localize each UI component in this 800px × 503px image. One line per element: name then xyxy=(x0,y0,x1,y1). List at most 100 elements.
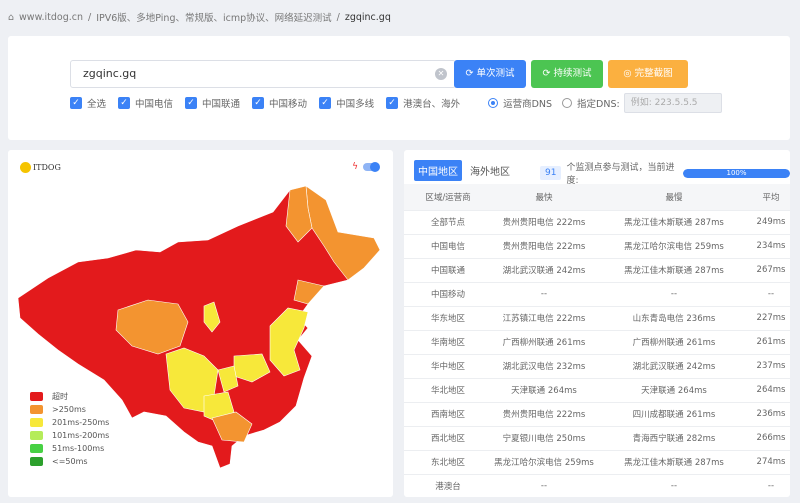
checkbox-mobile[interactable]: ✓ 中国移动 xyxy=(252,96,307,110)
dns-input[interactable]: 例如: 223.5.5.5 xyxy=(623,93,722,113)
progress-bar: 100% xyxy=(683,168,790,178)
progress-label: 个监测点参与测试，当前进度: xyxy=(566,163,675,186)
map-region-ningxia xyxy=(203,301,221,333)
checkbox-telecom[interactable]: ✓ 中国电信 xyxy=(118,96,173,110)
screenshot-button[interactable]: ◎ 完整截图 xyxy=(608,60,688,88)
table-row: 东北地区 黑龙江哈尔滨电信 259ms 黑龙江佳木斯联通 287ms 274ms xyxy=(404,449,790,474)
table-cell: -- xyxy=(492,281,596,306)
radio-operator-dns[interactable]: 运营商DNS xyxy=(488,96,552,110)
map-region-guangxi xyxy=(211,411,253,443)
legend-item: >250ms xyxy=(30,403,109,416)
legend-item: <=50ms xyxy=(30,455,109,468)
table-cell: 港澳台 xyxy=(404,473,492,498)
column-header: 最快 xyxy=(492,184,596,210)
breadcrumb-section[interactable]: IPV6版、多地Ping、常规版、icmp协议、网络延迟测试 xyxy=(96,13,332,24)
table-cell: 贵州贵阳电信 222ms xyxy=(492,233,596,258)
table-cell: 236ms xyxy=(752,401,790,426)
table-cell: -- xyxy=(596,281,752,306)
table-cell: 黑龙江佳木斯联通 287ms xyxy=(596,449,752,474)
table-row: 中国移动 -- -- -- xyxy=(404,281,790,306)
table-cell: 中国联通 xyxy=(404,257,492,282)
table-cell: 华东地区 xyxy=(404,305,492,330)
table-row: 华南地区 广西柳州联通 261ms 广西柳州联通 261ms 261ms xyxy=(404,329,790,354)
checkbox-multiline[interactable]: ✓ 中国多线 xyxy=(319,96,374,110)
table-cell: 华南地区 xyxy=(404,329,492,354)
table-cell: 西南地区 xyxy=(404,401,492,426)
checkbox-overseas[interactable]: ✓ 港澳台、海外 xyxy=(386,96,460,110)
china-map xyxy=(17,185,381,469)
table-cell: 234ms xyxy=(752,233,790,258)
table-cell: 天津联通 264ms xyxy=(492,377,596,402)
table-cell: 267ms xyxy=(752,257,790,282)
lightning-icon: ϟ xyxy=(352,162,358,172)
table-cell: 266ms xyxy=(752,425,790,450)
table-row: 西北地区 宁夏银川电信 250ms 青海西宁联通 282ms 266ms xyxy=(404,425,790,450)
column-header: 最慢 xyxy=(596,184,752,210)
table-cell: 江苏镇江电信 222ms xyxy=(492,305,596,330)
column-header: 区域/运营商 xyxy=(404,184,492,210)
table-cell: 广西柳州联通 261ms xyxy=(596,329,752,354)
table-cell: 贵州贵阳电信 222ms xyxy=(492,209,596,234)
table-cell: 黑龙江哈尔滨电信 259ms xyxy=(492,449,596,474)
table-row: 华东地区 江苏镇江电信 222ms 山东青岛电信 236ms 227ms xyxy=(404,305,790,330)
checkbox-all[interactable]: ✓ 全选 xyxy=(70,96,106,110)
legend-item: 超时 xyxy=(30,390,109,403)
map-toggle[interactable]: ϟ xyxy=(352,162,380,172)
table-cell: 湖北武汉联通 242ms xyxy=(596,353,752,378)
radio-custom-dns[interactable]: 指定DNS: xyxy=(562,96,620,110)
table-cell: 湖北武汉联通 242ms xyxy=(492,257,596,282)
table-cell: 东北地区 xyxy=(404,449,492,474)
breadcrumb: ⌂ www.itdog.cn / IPV6版、多地Ping、常规版、icmp协议、… xyxy=(8,11,391,25)
table-cell: 西北地区 xyxy=(404,425,492,450)
table-cell: -- xyxy=(752,473,790,498)
table-row: 港澳台 -- -- -- xyxy=(404,473,790,498)
table-row: 中国联通 湖北武汉联通 242ms 黑龙江佳木斯联通 287ms 267ms xyxy=(404,257,790,282)
table-row: 西南地区 贵州贵阳电信 222ms 四川成都联通 261ms 236ms xyxy=(404,401,790,426)
table-cell: 264ms xyxy=(752,377,790,402)
table-cell: 黑龙江佳木斯联通 287ms xyxy=(596,209,752,234)
tab-overseas[interactable]: 海外地区 xyxy=(470,167,510,178)
table-row: 华北地区 天津联通 264ms 天津联通 264ms 264ms xyxy=(404,377,790,402)
table-cell: 四川成都联通 261ms xyxy=(596,401,752,426)
table-cell: 广西柳州联通 261ms xyxy=(492,329,596,354)
filter-checkboxes: ✓ 全选 ✓ 中国电信 ✓ 中国联通 ✓ 中国移动 ✓ 中国多线 ✓ 港澳台、海外 运营商D… xyxy=(70,93,722,113)
table-cell: 中国移动 xyxy=(404,281,492,306)
map-region-east xyxy=(269,307,309,377)
table-cell: -- xyxy=(752,281,790,306)
continuous-test-button[interactable]: ⟳ 持续测试 xyxy=(531,60,603,88)
table-cell: 华北地区 xyxy=(404,377,492,402)
table-cell: 青海西宁联通 282ms xyxy=(596,425,752,450)
table-cell: 249ms xyxy=(752,209,790,234)
breadcrumb-home[interactable]: www.itdog.cn xyxy=(19,11,83,23)
map-panel: ITDOG ϟ 超时 >250ms 201ms-250ms 101ms-200m… xyxy=(8,150,393,497)
tab-china[interactable]: 中国地区 xyxy=(414,160,462,181)
table-cell: 274ms xyxy=(752,449,790,474)
map-region-qinghai xyxy=(115,299,189,355)
table-cell: 中国电信 xyxy=(404,233,492,258)
legend-item: 51ms-100ms xyxy=(30,442,109,455)
table-cell: 宁夏银川电信 250ms xyxy=(492,425,596,450)
map-region-innermongolia-n xyxy=(285,185,313,243)
table-cell: 天津联通 264ms xyxy=(596,377,752,402)
table-cell: 237ms xyxy=(752,353,790,378)
legend-item: 201ms-250ms xyxy=(30,416,109,429)
legend-item: 101ms-200ms xyxy=(30,429,109,442)
map-region-chongqing xyxy=(217,365,239,393)
table-cell: 全部节点 xyxy=(404,209,492,234)
single-test-button[interactable]: ⟳ 单次测试 xyxy=(454,60,526,88)
table-cell: -- xyxy=(492,473,596,498)
domain-input-value: zgqinc.gq xyxy=(83,67,137,80)
domain-input[interactable]: zgqinc.gq ✕ xyxy=(70,60,456,88)
table-cell: 黑龙江佳木斯联通 287ms xyxy=(596,257,752,282)
checkbox-unicom[interactable]: ✓ 中国联通 xyxy=(185,96,240,110)
map-region-liaoning xyxy=(293,279,325,305)
table-cell: 山东青岛电信 236ms xyxy=(596,305,752,330)
clear-icon[interactable]: ✕ xyxy=(435,68,447,80)
table-cell: 227ms xyxy=(752,305,790,330)
results-panel: 中国地区 海外地区 91 个监测点参与测试，当前进度: 100% 区域/运营商最… xyxy=(404,150,790,498)
progress-info: 91 个监测点参与测试，当前进度: 100% xyxy=(540,160,790,186)
table-row: 华中地区 湖北武汉电信 232ms 湖北武汉联通 242ms 237ms xyxy=(404,353,790,378)
test-panel: zgqinc.gq ✕ ⟳ 单次测试 ⟳ 持续测试 ◎ 完整截图 ✓ 全选 ✓ 中国电… xyxy=(8,36,790,140)
table-cell: 湖北武汉电信 232ms xyxy=(492,353,596,378)
map-legend: 超时 >250ms 201ms-250ms 101ms-200ms 51ms-1… xyxy=(30,390,109,468)
